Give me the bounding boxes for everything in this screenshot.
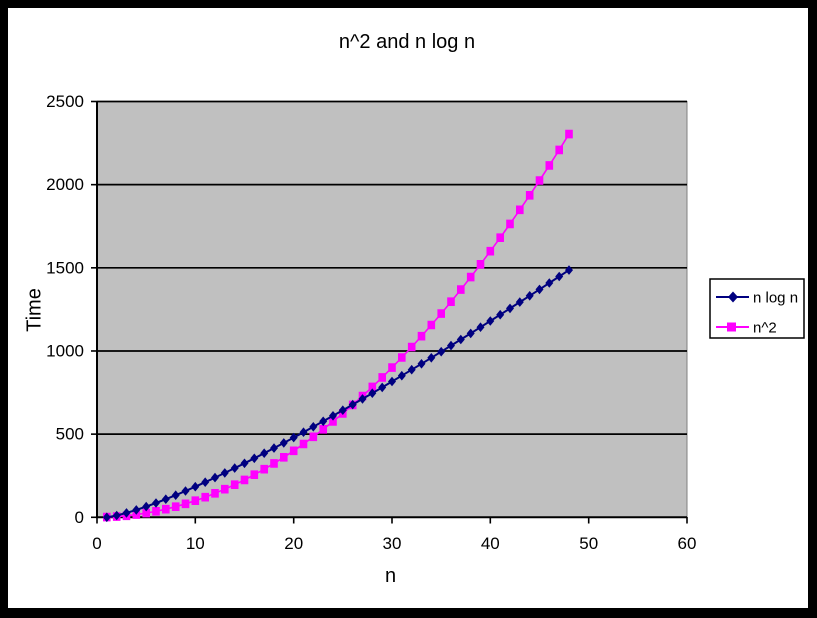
- svg-text:2000: 2000: [46, 175, 84, 194]
- svg-text:50: 50: [579, 534, 598, 553]
- svg-text:n log n: n log n: [753, 290, 798, 307]
- svg-text:n^2: n^2: [753, 320, 777, 337]
- svg-text:n^2 and n log n: n^2 and n log n: [339, 31, 475, 53]
- svg-text:n: n: [385, 565, 396, 587]
- svg-text:60: 60: [678, 534, 697, 553]
- svg-text:30: 30: [383, 534, 402, 553]
- svg-text:10: 10: [186, 534, 205, 553]
- svg-text:2500: 2500: [46, 92, 84, 111]
- svg-text:0: 0: [92, 534, 101, 553]
- svg-text:20: 20: [284, 534, 303, 553]
- svg-text:40: 40: [481, 534, 500, 553]
- svg-text:0: 0: [75, 508, 84, 527]
- svg-text:500: 500: [56, 425, 84, 444]
- svg-text:1500: 1500: [46, 258, 84, 277]
- svg-text:1000: 1000: [46, 342, 84, 361]
- svg-text:Time: Time: [24, 288, 46, 332]
